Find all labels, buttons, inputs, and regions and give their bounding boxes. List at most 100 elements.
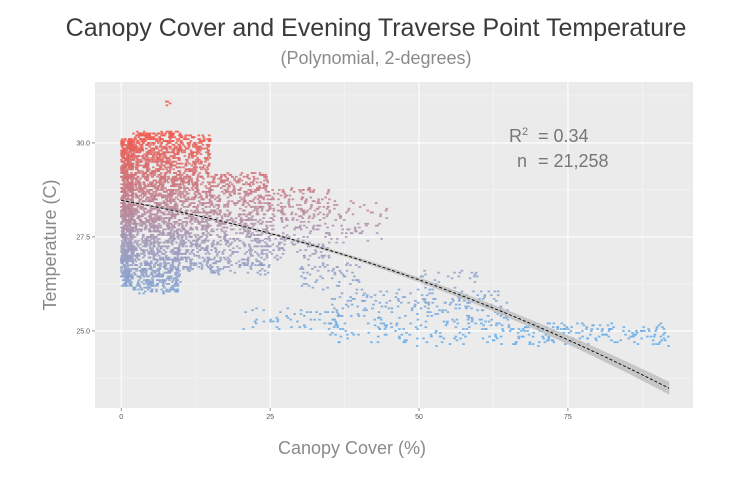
data-point (153, 132, 156, 135)
data-point (346, 228, 349, 231)
data-point (141, 173, 145, 176)
data-point (153, 266, 156, 268)
data-point (481, 309, 484, 312)
data-point (175, 204, 179, 206)
data-point (424, 326, 428, 329)
data-point (301, 267, 304, 270)
data-point (222, 226, 225, 229)
data-point (474, 322, 478, 325)
data-point (207, 215, 211, 218)
data-point (291, 198, 295, 201)
data-point (256, 187, 259, 189)
data-point (523, 330, 526, 332)
data-point (148, 200, 152, 203)
data-point (176, 283, 180, 285)
data-point (246, 258, 250, 261)
data-point (134, 173, 137, 176)
r2-annotation: R2 = 0.34 (509, 126, 589, 146)
data-point (158, 158, 162, 161)
data-point (471, 318, 474, 321)
data-point (149, 205, 153, 208)
data-point (200, 266, 204, 268)
data-point (187, 256, 190, 259)
data-point (139, 205, 143, 208)
data-point (165, 283, 169, 285)
data-point (123, 258, 126, 261)
data-point (271, 224, 275, 227)
data-point (218, 198, 222, 201)
data-point (120, 256, 124, 259)
data-point (453, 320, 456, 323)
data-point (546, 322, 550, 325)
data-point (137, 147, 141, 150)
data-point (205, 170, 208, 173)
data-point (253, 205, 256, 208)
data-point (158, 237, 161, 240)
data-point (362, 309, 366, 312)
data-point (127, 164, 131, 167)
data-point (311, 252, 315, 255)
data-point (142, 138, 145, 141)
data-point (405, 339, 408, 342)
data-point (173, 200, 176, 203)
data-point (178, 185, 182, 188)
data-point (131, 189, 134, 191)
data-point (128, 230, 132, 233)
data-point (167, 258, 171, 261)
data-point (197, 237, 200, 240)
data-point (137, 136, 141, 139)
data-point (125, 172, 129, 174)
data-point (421, 298, 425, 300)
data-point (149, 183, 153, 186)
data-point (137, 142, 141, 144)
data-point (169, 205, 173, 208)
data-point (226, 177, 229, 180)
r2-label: R2 (509, 126, 528, 146)
data-point (454, 326, 458, 329)
data-point (146, 143, 149, 146)
data-point (647, 328, 650, 330)
data-point (194, 181, 198, 184)
data-point (206, 239, 210, 242)
data-point (205, 192, 208, 195)
data-point (610, 322, 613, 325)
data-point (278, 189, 281, 191)
data-point (141, 192, 144, 195)
data-point (143, 183, 146, 186)
data-point (135, 145, 138, 148)
data-point (177, 247, 181, 250)
data-point (144, 286, 148, 289)
data-point (165, 143, 169, 146)
data-point (175, 213, 179, 216)
data-point (351, 279, 355, 282)
data-point (322, 245, 325, 248)
data-point (139, 172, 142, 174)
data-point (661, 326, 664, 329)
data-point (122, 245, 125, 248)
data-point (163, 140, 166, 142)
data-point (189, 215, 192, 218)
data-point (297, 237, 300, 240)
data-point (229, 269, 232, 272)
data-point (171, 252, 175, 255)
data-point (166, 213, 169, 216)
data-point (149, 143, 152, 146)
data-point (150, 234, 153, 236)
data-point (462, 299, 466, 302)
data-point (514, 341, 518, 344)
data-point (220, 222, 224, 225)
data-point (155, 134, 158, 137)
data-point (124, 236, 128, 238)
data-point (165, 245, 169, 248)
data-point (249, 189, 253, 191)
data-point (179, 281, 182, 283)
data-point (132, 192, 135, 195)
data-point (187, 145, 191, 148)
data-point (306, 245, 310, 248)
data-point (155, 189, 158, 191)
data-point (285, 217, 288, 220)
data-point (174, 130, 178, 133)
data-point (179, 134, 183, 137)
data-point (496, 313, 500, 315)
data-point (164, 204, 168, 206)
